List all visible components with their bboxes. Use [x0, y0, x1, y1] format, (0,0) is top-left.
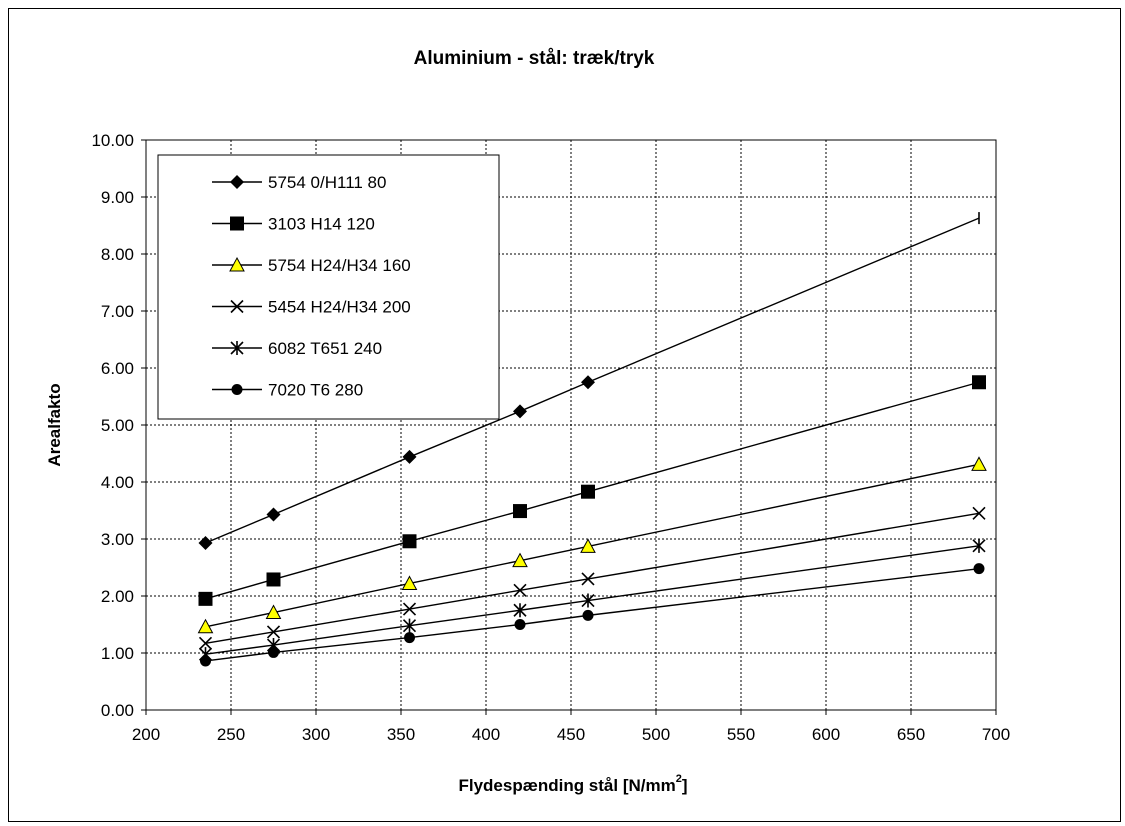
data-point: [266, 572, 281, 587]
data-point: [513, 603, 527, 618]
legend-label: 7020 T6 280: [268, 381, 363, 400]
x-tick-label: 650: [897, 725, 925, 744]
data-point: [513, 504, 527, 519]
x-axis-title-superscript: 2: [676, 773, 682, 785]
data-point: [198, 591, 213, 606]
series-line: [205, 567, 980, 662]
series-line: [205, 381, 980, 600]
legend-item: 5754 0/H111 80: [212, 173, 386, 192]
data-point: [198, 535, 213, 550]
chart-title: Aluminium - stål: træk/tryk: [414, 48, 655, 69]
y-axis-title: Arealfakto: [45, 383, 64, 466]
legend-label: 5754 H24/H34 160: [268, 256, 411, 275]
x-axis-ticks: 200 250 300 350 400 450 500 550 600 650 700: [132, 710, 1010, 744]
legend-item: 7020 T6 280: [212, 381, 363, 400]
x-axis-title-main: Flydespænding stål [N/mm: [458, 776, 675, 795]
data-point: [580, 538, 596, 553]
y-tick-label: 10.00: [91, 131, 134, 150]
y-tick-label: 3.00: [101, 530, 134, 549]
legend-label: 6082 T651 240: [268, 339, 382, 358]
data-point: [513, 583, 527, 597]
data-point: [268, 646, 279, 658]
y-tick-label: 6.00: [101, 359, 134, 378]
y-tick-label: 4.00: [101, 473, 134, 492]
y-tick-label: 5.00: [101, 416, 134, 435]
x-tick-label: 550: [727, 725, 755, 744]
legend: 5754 0/H111 80 3103 H14 120 5754 H24/H34 1…: [157, 154, 500, 420]
legend-item: 5754 H24/H34 160: [212, 256, 411, 275]
data-point: [581, 375, 595, 390]
x-tick-label: 250: [217, 725, 245, 744]
legend-marker: [230, 299, 244, 314]
x-tick-label: 350: [387, 725, 415, 744]
y-tick-label: 2.00: [101, 587, 134, 606]
data-point: [972, 375, 986, 390]
data-point: [402, 618, 417, 633]
series-group: [198, 375, 986, 606]
data-point: [404, 632, 415, 644]
data-point: [401, 575, 418, 590]
data-point: [402, 534, 417, 549]
legend-item: 3103 H14 120: [212, 215, 375, 234]
data-point: [266, 625, 281, 639]
legend-marker: [230, 341, 244, 355]
data-point: [581, 572, 595, 586]
x-tick-label: 200: [132, 725, 160, 744]
data-point: [973, 563, 985, 575]
x-axis-title: Flydespænding stål [N/mm2]: [458, 773, 687, 795]
data-point: [200, 655, 211, 667]
y-tick-label: 1.00: [101, 644, 134, 663]
x-axis-title-close: ]: [682, 776, 688, 795]
data-point: [197, 618, 214, 634]
legend-item: 6082 T651 240: [212, 339, 382, 358]
y-tick-label: 7.00: [101, 302, 134, 321]
y-tick-label: 8.00: [101, 245, 134, 264]
data-point: [582, 609, 594, 621]
legend-marker: [230, 175, 244, 189]
x-tick-label: 600: [812, 725, 840, 744]
y-tick-label: 9.00: [101, 188, 134, 207]
series-layer: [197, 212, 987, 667]
x-tick-label: 700: [982, 725, 1010, 744]
data-point: [581, 484, 595, 499]
legend-marker: [231, 384, 243, 395]
series-line: [205, 512, 980, 645]
series-line: [205, 217, 980, 544]
data-point: [266, 507, 281, 522]
series-group: [198, 212, 980, 550]
legend-marker: [229, 256, 245, 272]
series-line: [205, 545, 980, 655]
data-point: [402, 602, 417, 616]
x-tick-label: 450: [557, 725, 585, 744]
data-point: [512, 552, 528, 568]
legend-label: 5454 H24/H34 200: [268, 298, 411, 317]
data-point: [972, 506, 986, 520]
y-tick-label: 0.00: [101, 701, 134, 720]
data-point: [514, 619, 526, 630]
data-point: [402, 449, 417, 464]
series-group: [198, 506, 986, 650]
data-point: [971, 456, 987, 471]
data-point: [265, 604, 282, 620]
legend-item: 5454 H24/H34 200: [212, 298, 411, 317]
series-group: [200, 563, 985, 667]
legend-label: 5754 0/H111 80: [268, 173, 386, 192]
legend-marker: [230, 216, 244, 231]
x-tick-label: 500: [642, 725, 670, 744]
x-tick-label: 300: [302, 725, 330, 744]
series-group: [197, 456, 987, 634]
legend-label: 3103 H14 120: [268, 215, 375, 234]
x-tick-label: 400: [472, 725, 500, 744]
series-group: [198, 538, 986, 662]
data-point: [581, 593, 595, 608]
y-axis-ticks: 0.00 1.00 2.00 3.00 4.00 5.00 6.00 7.00 8.00 9.00…: [91, 131, 146, 720]
series-line: [205, 463, 980, 628]
data-point: [972, 538, 986, 553]
data-point: [513, 404, 527, 419]
data-point: [198, 636, 213, 650]
legend-box: [157, 154, 500, 420]
